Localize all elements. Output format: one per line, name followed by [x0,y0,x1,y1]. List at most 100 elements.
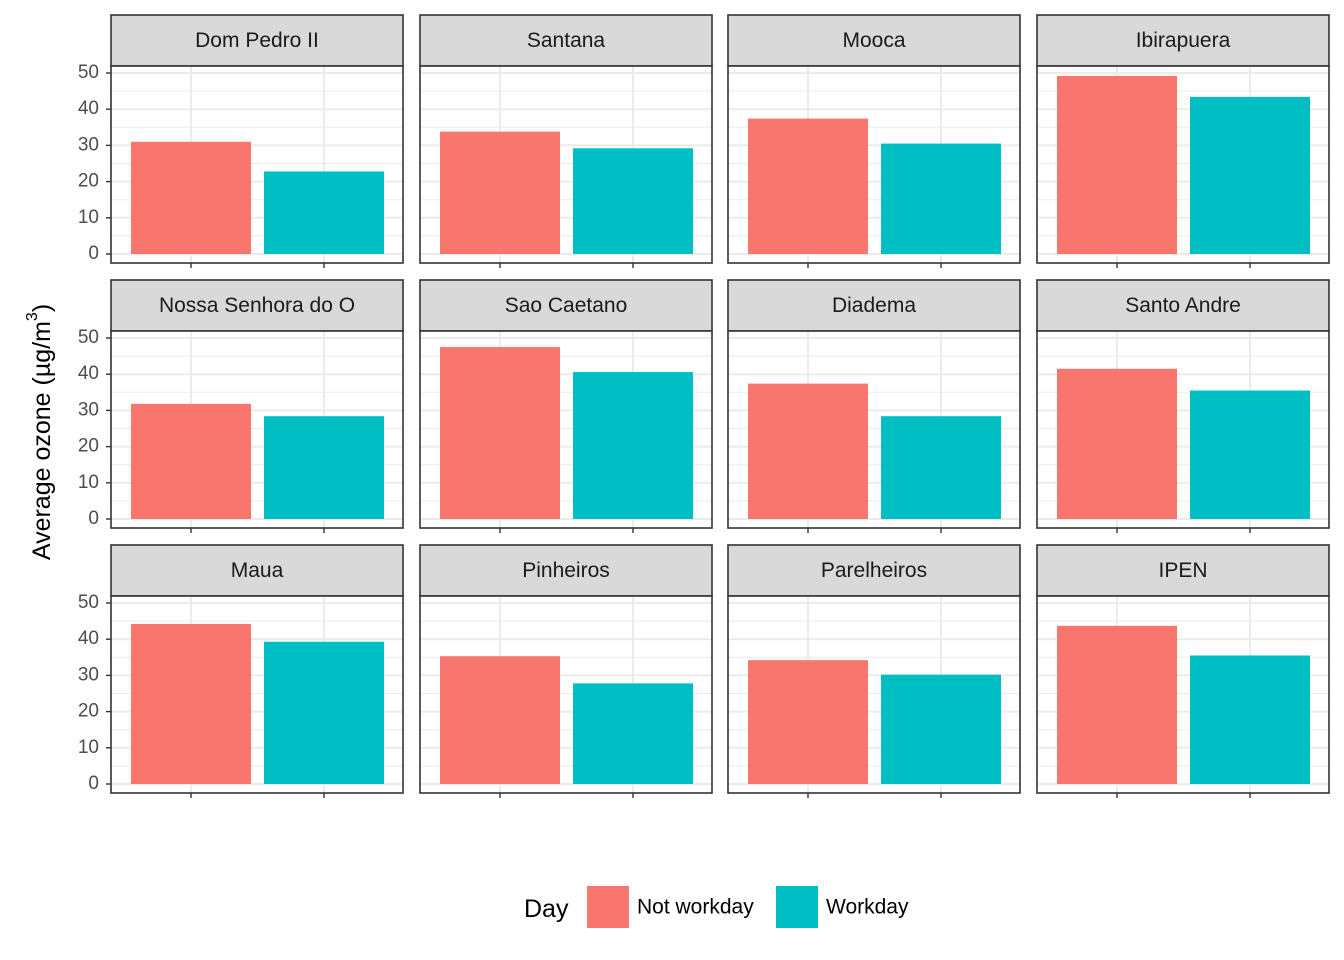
bar-not-workday [748,383,868,519]
facet-panels: Dom Pedro II 0 10 20 30 40 50 Santana Mooca Ibira… [78,14,1330,798]
facet-strip-label: Santo Andre [1125,294,1241,317]
legend-title: Day [524,895,569,923]
y-tick-label: 10 [78,472,99,493]
facet-panel: Santo Andre [1036,279,1330,533]
bar-workday [573,148,693,254]
svg-text:Average ozone (µg/m3): Average ozone (µg/m3) [24,304,55,560]
bar-not-workday [440,656,560,784]
facet-panel: IPEN [1036,544,1330,798]
y-tick-label: 50 [78,327,99,348]
facet-strip-label: Pinheiros [522,559,610,582]
facet-strip [1036,14,1330,67]
legend-label: Not workday [637,896,754,919]
facet-strip-label: Santana [527,29,606,52]
panel-border [1036,330,1330,529]
y-tick-label: 40 [78,628,99,649]
y-tick-label: 50 [78,592,99,613]
panel-border [110,330,404,529]
facet-panel: Sao Caetano [419,279,713,533]
panel-border [1036,65,1330,264]
bar-not-workday [131,623,251,784]
facet-strip-label: IPEN [1158,559,1207,582]
facet-strip [727,544,1021,597]
bar-workday [881,416,1001,519]
panel-border [727,330,1021,529]
bar-not-workday [1057,75,1177,254]
facet-strip-label: Parelheiros [821,559,927,582]
bar-not-workday [1057,368,1177,519]
bar-not-workday [748,118,868,254]
facet-strip-label: Maua [231,559,284,582]
panel-border [1036,595,1330,794]
facet-panel: Dom Pedro II 0 10 20 30 40 50 [78,14,404,268]
facet-strip [110,14,404,67]
bar-workday [573,372,693,519]
facet-strip [110,279,404,332]
y-tick-label: 20 [78,171,99,192]
bar-not-workday [131,141,251,254]
legend-label: Workday [826,896,909,919]
facet-strip-label: Mooca [842,29,905,52]
y-tick-label: 10 [78,207,99,228]
bar-workday [881,674,1001,784]
y-tick-label: 40 [78,98,99,119]
facet-panel: Santana [419,14,713,268]
facet-panel: Ibirapuera [1036,14,1330,268]
facet-strip [419,14,713,67]
y-tick-label: 0 [88,773,99,794]
y-tick-label: 20 [78,701,99,722]
facet-panel: Maua 0 10 20 30 40 50 [78,544,404,798]
y-axis-unit-superscript: 3 [24,312,41,321]
facet-panel: Nossa Senhora do O 0 10 20 30 40 50 [78,279,404,533]
y-tick-label: 30 [78,399,99,420]
facet-panel: Pinheiros [419,544,713,798]
y-tick-label: 40 [78,363,99,384]
facet-panel: Parelheiros [727,544,1021,798]
facet-strip [419,279,713,332]
panel-border [727,595,1021,794]
bar-workday [264,641,384,784]
facet-panel: Mooca [727,14,1021,268]
panel-border [110,595,404,794]
facet-strip [1036,279,1330,332]
bar-workday [1190,390,1310,519]
bar-workday [264,171,384,254]
facet-strip-label: Nossa Senhora do O [159,294,355,317]
facet-panel: Diadema [727,279,1021,533]
panel-border [419,330,713,529]
bar-workday [264,416,384,519]
facet-strip [419,544,713,597]
bar-not-workday [1057,625,1177,784]
bar-not-workday [440,131,560,254]
bar-not-workday [131,403,251,519]
y-axis-label: Average ozone (µg/m [28,321,56,560]
y-tick-label: 0 [88,243,99,264]
y-tick-label: 30 [78,134,99,155]
facet-strip-label: Ibirapuera [1136,29,1231,52]
facet-strip-label: Diadema [832,294,916,317]
panel-border [419,595,713,794]
panel-border [727,65,1021,264]
y-tick-label: 50 [78,62,99,83]
bar-workday [1190,655,1310,784]
legend-key-not-workday [587,886,629,928]
facet-strip [1036,544,1330,597]
y-tick-label: 20 [78,436,99,457]
legend-key-workday [776,886,818,928]
y-tick-label: 30 [78,664,99,685]
panel-border [110,65,404,264]
bar-workday [881,143,1001,254]
bar-not-workday [440,347,560,519]
legend: Day Not workday Workday [524,886,909,928]
facet-strip [110,544,404,597]
y-tick-label: 10 [78,737,99,758]
panel-border [419,65,713,264]
bar-workday [573,683,693,784]
y-axis-label-close: ) [28,304,56,312]
bar-not-workday [748,660,868,784]
facet-strip-label: Dom Pedro II [195,29,319,52]
y-tick-label: 0 [88,508,99,529]
bar-workday [1190,96,1310,254]
y-axis-title: Average ozone (µg/m3) [24,304,55,560]
